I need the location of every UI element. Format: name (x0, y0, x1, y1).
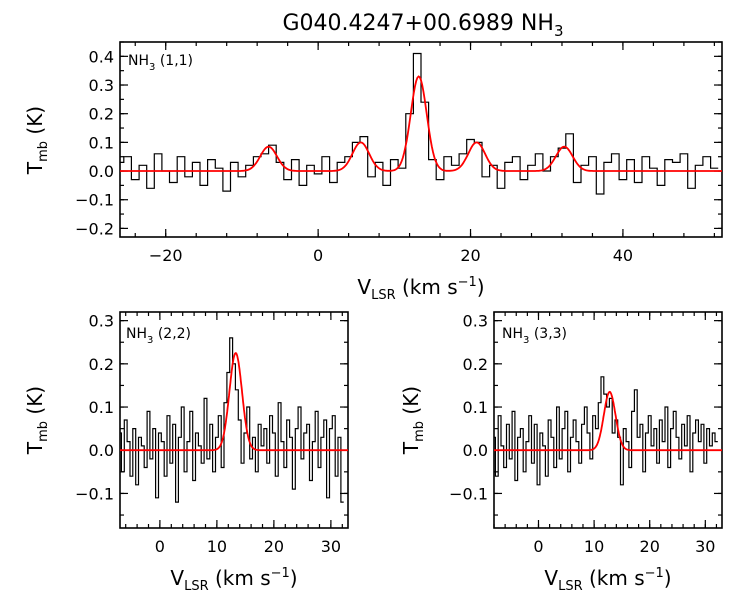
y-axis-label-unit: (K) (23, 386, 47, 421)
spectrum-line (120, 52, 719, 195)
fit-line (120, 75, 722, 172)
x-axis-label-main: V (544, 566, 558, 590)
axis-ticks: −20 0 20 40 −0.2 −0.1 0.0 0.1 0.2 0.3 0.4 (75, 41, 722, 265)
x-tick-label: 20 (640, 537, 660, 556)
panel-label-rest: (1,1) (155, 53, 193, 69)
y-tick-label: 0.0 (89, 441, 114, 460)
plot-frame (119, 311, 349, 529)
plot-frame (493, 311, 723, 529)
x-axis-label-sub: LSR (184, 579, 209, 594)
axis-ticks: 0 10 20 30 −0.1 0.0 0.1 0.2 0.3 (449, 312, 722, 556)
x-axis-label-close: ) (290, 566, 298, 590)
panel-label-rest: (3,3) (529, 326, 567, 342)
y-tick-label: −0.1 (75, 484, 114, 503)
x-axis-label-unit: (km s (396, 275, 458, 299)
y-axis-label: Tmb (K) (23, 386, 51, 455)
y-tick-label: 0.3 (89, 76, 114, 95)
panel-label-sub: 3 (149, 62, 155, 73)
x-tick-label: 0 (155, 537, 165, 556)
panel-label: NH3 (3,3) (502, 326, 567, 346)
x-axis-label: VLSR (km s−1) (544, 566, 671, 594)
x-axis-label-unit: (km s (209, 566, 271, 590)
y-axis-label-sub: mb (412, 421, 427, 442)
y-axis-label-unit: (K) (399, 386, 423, 421)
fit-line (120, 352, 348, 452)
y-axis-label: Tmb (K) (23, 106, 51, 175)
panel-nh3-22: 0 10 20 30 −0.1 0.0 0.1 0.2 0.3 NH3 (2,2) Tmb (K… (23, 311, 349, 594)
plot-frame (119, 41, 723, 238)
y-axis-label-sub: mb (36, 141, 51, 162)
axis-ticks: 0 10 20 30 −0.1 0.0 0.1 0.2 0.3 (75, 312, 348, 556)
x-axis-label: VLSR (km s−1) (170, 566, 297, 594)
x-tick-label: 0 (313, 246, 323, 265)
x-axis-label-close: ) (664, 566, 672, 590)
figure-title: G040.4247+00.6989 NH3 (283, 11, 564, 40)
x-tick-label: 20 (264, 537, 284, 556)
panel-nh3-11: −20 0 20 40 −0.2 −0.1 0.0 0.1 0.2 0.3 0.4 NH3 (1,1… (23, 41, 723, 303)
figure-title-main: G040.4247+00.6989 NH (283, 11, 554, 36)
data-marks (120, 52, 722, 195)
spectrum-line (494, 376, 718, 486)
x-tick-label: 10 (584, 537, 604, 556)
x-axis-label: VLSR (km s−1) (357, 275, 484, 303)
x-tick-label: −20 (149, 246, 183, 265)
spectrum-line (120, 337, 344, 503)
x-tick-label: 0 (533, 537, 543, 556)
fit-line (494, 390, 722, 452)
panel-label: NH3 (2,2) (126, 326, 191, 346)
y-tick-label: −0.2 (75, 219, 114, 238)
data-marks (120, 337, 348, 503)
x-tick-label: 40 (613, 246, 633, 265)
y-tick-label: 0.2 (89, 105, 114, 124)
x-axis-label-sub: LSR (371, 288, 396, 303)
y-tick-label: 0.1 (463, 398, 488, 417)
x-axis-label-unit: (km s (583, 566, 645, 590)
panel-label-main: NH (502, 326, 523, 342)
y-tick-label: 0.1 (89, 133, 114, 152)
x-tick-label: 30 (695, 537, 715, 556)
panel-label-main: NH (126, 326, 147, 342)
panel-label-rest: (2,2) (153, 326, 191, 342)
y-axis-label: Tmb (K) (399, 386, 427, 455)
x-axis-label-sup: −1 (458, 275, 477, 290)
data-marks (494, 376, 722, 486)
panel-label-sub: 3 (147, 335, 153, 346)
y-axis-label-main: T (23, 441, 47, 455)
x-axis-label-close: ) (477, 275, 485, 299)
x-axis-label-sup: −1 (271, 566, 290, 581)
y-axis-label-main: T (23, 161, 47, 175)
y-tick-label: 0.2 (89, 355, 114, 374)
y-tick-label: −0.1 (449, 484, 488, 503)
x-tick-label: 10 (207, 537, 227, 556)
y-tick-label: 0.2 (463, 355, 488, 374)
panel-nh3-33: 0 10 20 30 −0.1 0.0 0.1 0.2 0.3 NH3 (3,3) Tmb (K… (399, 311, 723, 594)
y-axis-label-main: T (399, 441, 423, 455)
y-tick-label: 0.0 (463, 441, 488, 460)
x-tick-label: 30 (321, 537, 341, 556)
y-tick-label: 0.0 (89, 162, 114, 181)
panel-label: NH3 (1,1) (128, 53, 193, 73)
x-tick-label: 20 (460, 246, 480, 265)
y-tick-label: 0.3 (463, 312, 488, 331)
panel-label-sub: 3 (523, 335, 529, 346)
y-axis-label-sub: mb (36, 421, 51, 442)
y-tick-label: 0.3 (89, 312, 114, 331)
y-tick-label: −0.1 (75, 191, 114, 210)
y-tick-label: 0.4 (89, 47, 114, 66)
figure-title-sub: 3 (554, 22, 564, 40)
x-axis-label-main: V (170, 566, 184, 590)
panel-label-main: NH (128, 53, 149, 69)
x-axis-label-sup: −1 (645, 566, 664, 581)
x-axis-label-sub: LSR (558, 579, 583, 594)
y-tick-label: 0.1 (89, 398, 114, 417)
y-axis-label-unit: (K) (23, 106, 47, 141)
x-axis-label-main: V (357, 275, 371, 299)
